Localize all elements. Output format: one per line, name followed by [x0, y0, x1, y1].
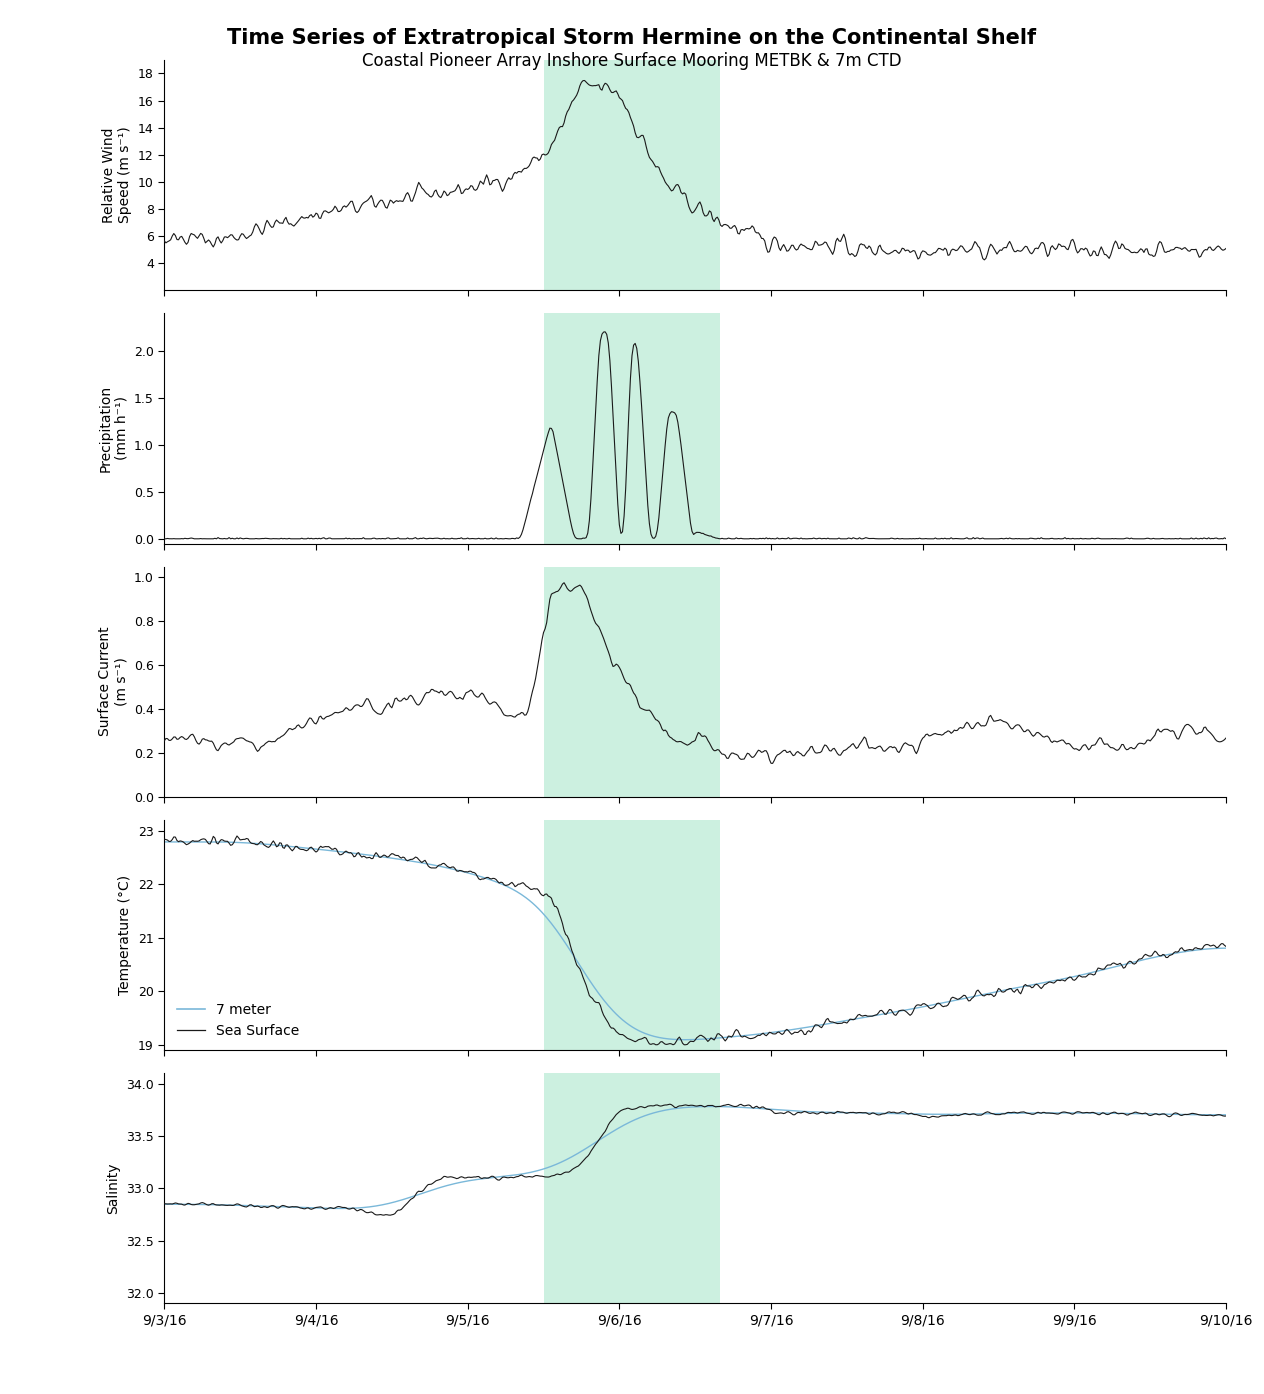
Y-axis label: Relative Wind
Speed (m s⁻¹): Relative Wind Speed (m s⁻¹) — [102, 127, 133, 223]
Bar — [544, 314, 720, 544]
Legend: 7 meter, Sea Surface: 7 meter, Sea Surface — [171, 997, 305, 1043]
Y-axis label: Salinity: Salinity — [106, 1163, 120, 1214]
Bar — [544, 60, 720, 290]
Bar — [544, 1073, 720, 1303]
Y-axis label: Temperature (°C): Temperature (°C) — [119, 875, 133, 995]
Y-axis label: Precipitation
(mm h⁻¹): Precipitation (mm h⁻¹) — [99, 385, 129, 473]
Bar — [544, 820, 720, 1050]
Y-axis label: Surface Current
(m s⁻¹): Surface Current (m s⁻¹) — [99, 627, 129, 736]
Bar — [544, 566, 720, 797]
Text: Coastal Pioneer Array Inshore Surface Mooring METBK & 7m CTD: Coastal Pioneer Array Inshore Surface Mo… — [363, 52, 901, 70]
Text: Time Series of Extratropical Storm Hermine on the Continental Shelf: Time Series of Extratropical Storm Hermi… — [228, 28, 1036, 47]
